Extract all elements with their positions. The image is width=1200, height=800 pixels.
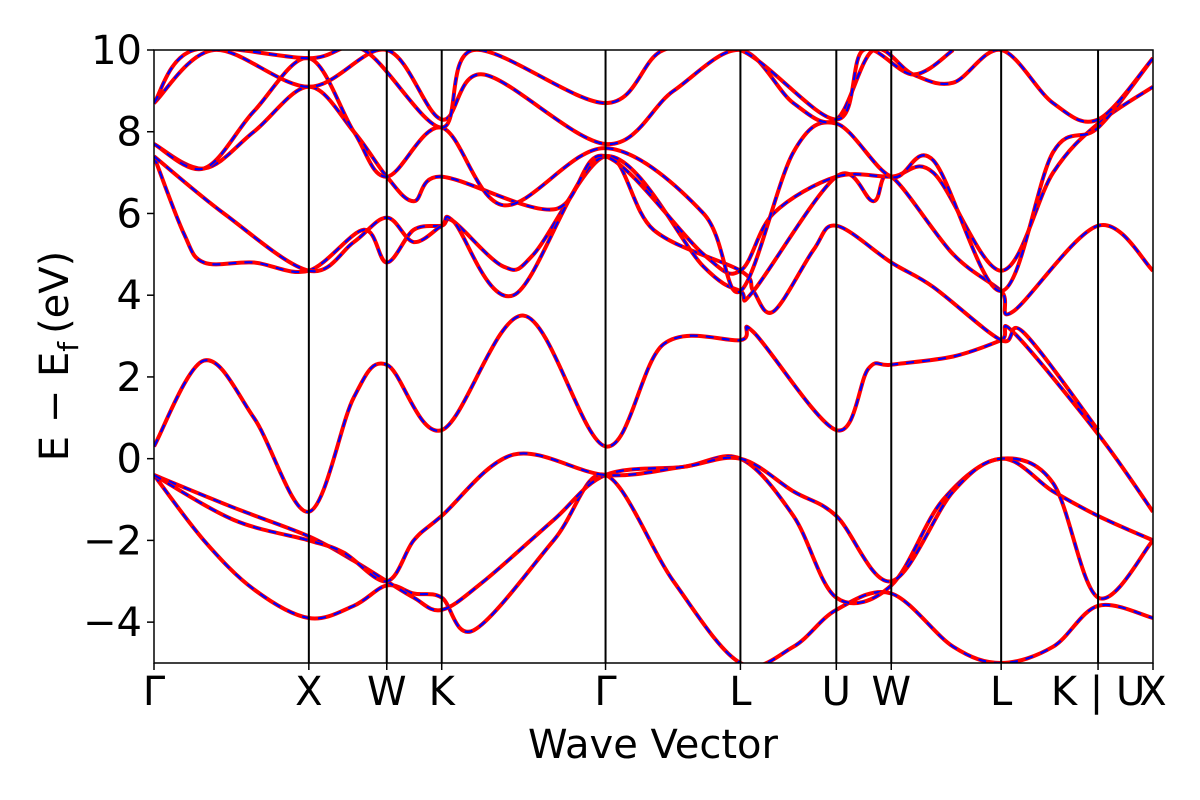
- x-tick-label: L: [729, 669, 752, 715]
- x-tick-label: U: [822, 669, 851, 715]
- y-tick-label: −2: [83, 518, 142, 564]
- x-tick-label: Γ: [143, 669, 166, 715]
- x-tick-label: X: [1139, 669, 1166, 715]
- y-tick-label: 2: [117, 355, 142, 401]
- y-tick-label: 8: [117, 110, 142, 156]
- y-tick-label: 4: [117, 273, 142, 319]
- y-tick-label: 10: [91, 28, 142, 74]
- band-line-8: [154, 50, 1153, 147]
- x-tick-label: W: [367, 669, 407, 715]
- y-tick-label: 6: [117, 191, 142, 237]
- x-tick-label: W: [871, 669, 911, 715]
- kpoint-lines: [307, 50, 1100, 663]
- y-axis-title: E − Ef (eV): [32, 251, 85, 462]
- y-axis: −4 −2 0 2 4 6 8 10: [83, 28, 154, 646]
- y-axis-title-unit: (eV): [32, 251, 78, 334]
- x-axis-title: Wave Vector: [528, 722, 779, 768]
- y-axis-title-main: E − E: [32, 352, 78, 462]
- x-tick-label: K: [429, 669, 457, 715]
- x-tick-label: K | U: [1051, 669, 1145, 715]
- y-tick-label: −4: [83, 600, 142, 646]
- band-line-dashed-5: [154, 155, 1153, 316]
- band-line-dashed-2: [154, 452, 1153, 600]
- x-tick-label: Γ: [594, 669, 617, 715]
- x-tick-label: X: [295, 669, 322, 715]
- y-tick-label: 0: [117, 437, 142, 483]
- y-axis-title-subscript: f: [52, 341, 85, 352]
- plot-area-frame: [153, 49, 1154, 664]
- band-line-dashed-6: [154, 85, 1153, 275]
- x-tick-label: L: [990, 669, 1013, 715]
